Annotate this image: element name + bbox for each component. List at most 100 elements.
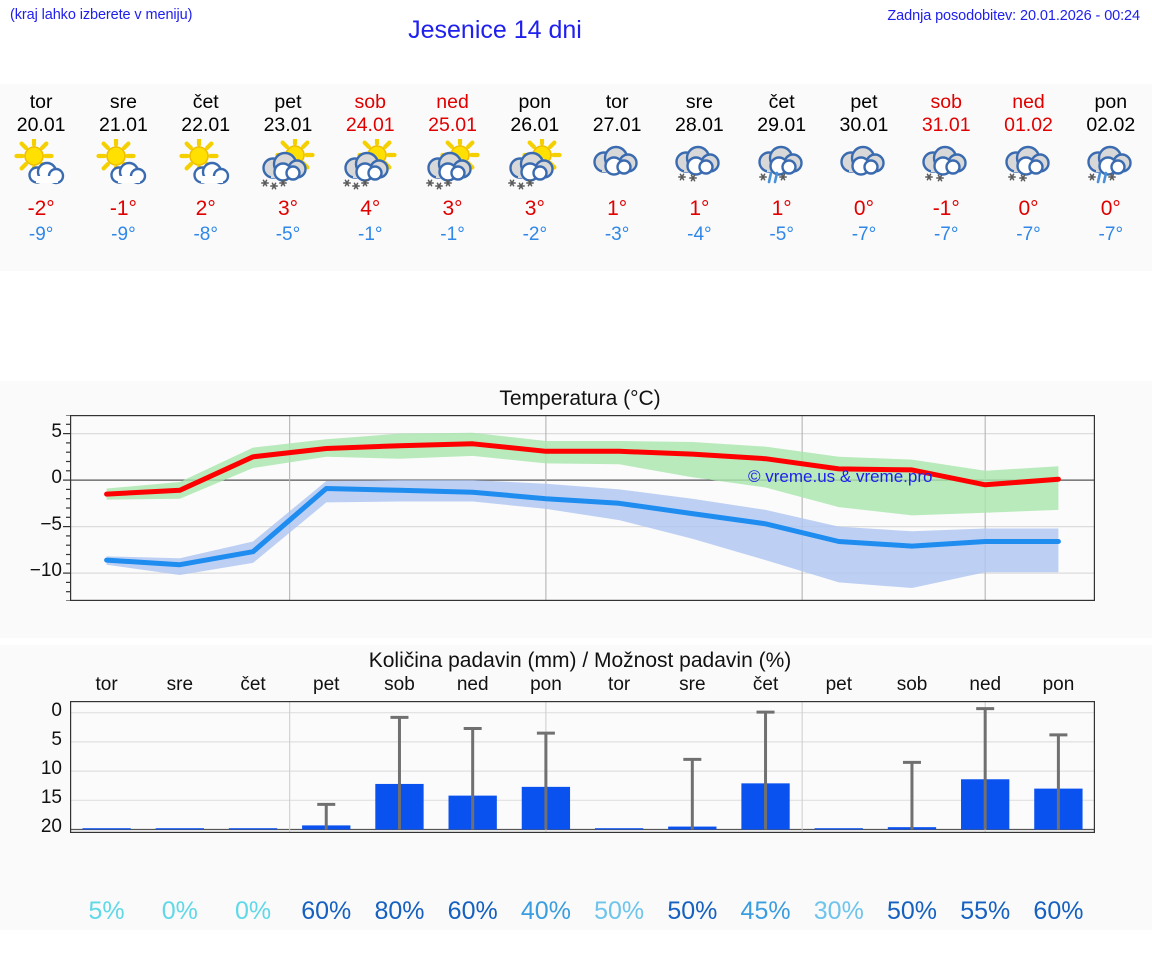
day-date: 01.02 — [1004, 114, 1053, 136]
precipitation-ytick-label: 15 — [40, 787, 62, 809]
day-date: 22.01 — [181, 114, 231, 136]
day-date: 24.01 — [345, 114, 395, 136]
temperature-min: -8° — [193, 224, 218, 245]
precipitation-day-label: pet — [313, 674, 340, 695]
precipitation-chart-plot — [70, 701, 1095, 833]
day-name: pon — [1094, 91, 1128, 113]
cloud-snow-icon — [1004, 145, 1050, 182]
day-name: sob — [930, 91, 962, 113]
precipitation-percent-label: 5% — [88, 897, 125, 925]
last-update-text: Zadnja posodobitev: 20.01.2026 - 00:24 — [887, 8, 1140, 24]
precipitation-day-labels: tor sre čet pet sob ned pon tor sre čet pet sob ned p… — [70, 674, 1095, 700]
sun-cloud-icon — [179, 139, 229, 185]
precipitation-percent-label: 0% — [234, 897, 272, 925]
precipitation-percent-label: 0% — [161, 897, 198, 925]
temperature-max: 4° — [360, 197, 381, 220]
forecast-day-column[interactable]: čet 29.01 1° -5° — [741, 84, 823, 271]
temperature-ytick-label: −10 — [29, 560, 62, 582]
cloud-rain-snow-icon — [1087, 145, 1132, 184]
precipitation-percent-label: 50% — [667, 897, 718, 925]
forecast-day-column[interactable]: čet 22.01 2° -8° — [165, 84, 247, 271]
precipitation-ytick-label: 5 — [51, 728, 62, 750]
day-date: 27.01 — [592, 114, 642, 136]
precipitation-day-label: ned — [456, 674, 489, 695]
temperature-max: 1° — [771, 197, 792, 220]
temperature-max: 3° — [277, 197, 299, 220]
temperature-line — [104, 441, 1061, 497]
temperature-range-band — [106, 480, 1059, 588]
temperature-max: -1° — [109, 197, 137, 220]
temperature-min: -4° — [687, 224, 712, 245]
day-name: pon — [518, 91, 552, 113]
forecast-day-column[interactable]: ned 01.02 0° -7° — [987, 84, 1069, 271]
day-date: 21.01 — [99, 114, 148, 136]
forecast-day-column[interactable]: sre 28.01 1° -4° — [658, 84, 740, 271]
precipitation-day-label: čet — [240, 674, 266, 695]
temperature-min: -7° — [1016, 224, 1041, 245]
weather-icon-wrap — [987, 139, 1069, 195]
precipitation-day-label: sre — [166, 674, 194, 695]
precipitation-day-label: sob — [896, 674, 928, 695]
weather-icon-wrap — [905, 139, 987, 195]
temperature-range-band — [106, 432, 1059, 516]
temperature-max: 1° — [607, 197, 628, 220]
temperature-chart-plot — [70, 415, 1095, 601]
precipitation-percent-label: 80% — [374, 897, 425, 925]
forecast-day-column[interactable]: pon 26.01 3° -2° — [494, 84, 576, 271]
forecast-day-column[interactable]: ned 25.01 3° -1° — [411, 84, 493, 271]
day-name: ned — [1012, 91, 1045, 113]
temperature-axis-ticks — [63, 415, 70, 601]
day-date: 29.01 — [757, 114, 807, 136]
weather-icon-wrap — [576, 139, 658, 195]
cloud-snow-icon — [922, 145, 967, 182]
sun-cloud-snow-icon — [343, 139, 397, 190]
temperature-max: 1° — [689, 197, 710, 220]
temperature-min: -5° — [769, 224, 794, 245]
forecast-day-column[interactable]: tor 27.01 1° -3° — [576, 84, 658, 271]
precipitation-ytick-label: 0 — [51, 699, 62, 721]
sun-cloud-icon — [14, 139, 65, 185]
temperature-min: -5° — [275, 224, 301, 245]
forecast-day-column[interactable]: pon 02.02 0° -7° — [1070, 84, 1152, 271]
precipitation-day-label: pon — [1042, 674, 1075, 695]
day-name: tor — [29, 91, 53, 113]
precipitation-panel: Količina padavin (mm) / Možnost padavin … — [0, 645, 1152, 930]
day-date: 28.01 — [674, 114, 724, 136]
day-name: pet — [850, 91, 878, 113]
weather-icon-wrap — [329, 139, 411, 195]
forecast-day-column[interactable]: tor 20.01 -2° -9° — [0, 84, 82, 271]
temperature-max: 0° — [1018, 197, 1039, 220]
day-date: 26.01 — [510, 114, 560, 136]
sun-cloud-snow-icon — [425, 139, 480, 190]
forecast-day-column[interactable]: pet 30.01 0° -7° — [823, 84, 905, 271]
temperature-min: -9° — [111, 224, 136, 245]
forecast-days-strip: tor 20.01 -2° -9° sre 21.01 -1° -9° čet 22.01 2° -8… — [0, 84, 1152, 271]
day-date: 25.01 — [428, 114, 477, 136]
temperature-max: 0° — [1100, 197, 1121, 220]
precipitation-percent-label: 60% — [1033, 897, 1084, 925]
temperature-min: -1° — [358, 224, 383, 245]
weather-icon-wrap — [247, 139, 329, 195]
precipitation-chart-title: Količina padavin (mm) / Možnost padavin … — [368, 649, 792, 672]
forecast-day-column[interactable]: sre 21.01 -1° -9° — [82, 84, 164, 271]
precipitation-day-label: pon — [530, 674, 562, 695]
precipitation-day-label: sob — [384, 674, 415, 695]
cloud-snow-icon — [675, 145, 721, 182]
weather-icon-wrap — [1070, 139, 1152, 195]
precipitation-bar — [155, 828, 204, 830]
precipitation-day-label: tor — [608, 674, 631, 695]
precipitation-bar — [594, 828, 644, 830]
precipitation-percent-label: 50% — [594, 897, 645, 925]
temperature-max: 3° — [524, 197, 545, 220]
temperature-ytick-label: 5 — [51, 420, 62, 442]
forecast-day-column[interactable]: sob 24.01 4° -1° — [329, 84, 411, 271]
day-date: 02.02 — [1086, 114, 1136, 136]
precipitation-percent-label: 60% — [447, 897, 498, 925]
page-header: (kraj lahko izberete v meniju) Jesenice … — [0, 0, 1152, 80]
precipitation-percent-label: 45% — [740, 897, 791, 925]
precipitation-day-label: sre — [679, 674, 706, 695]
page-title: Jesenice 14 dni — [408, 16, 582, 44]
temperature-min: -7° — [1098, 224, 1124, 245]
forecast-day-column[interactable]: sob 31.01 -1° -7° — [905, 84, 987, 271]
forecast-day-column[interactable]: pet 23.01 3° -5° — [247, 84, 329, 271]
